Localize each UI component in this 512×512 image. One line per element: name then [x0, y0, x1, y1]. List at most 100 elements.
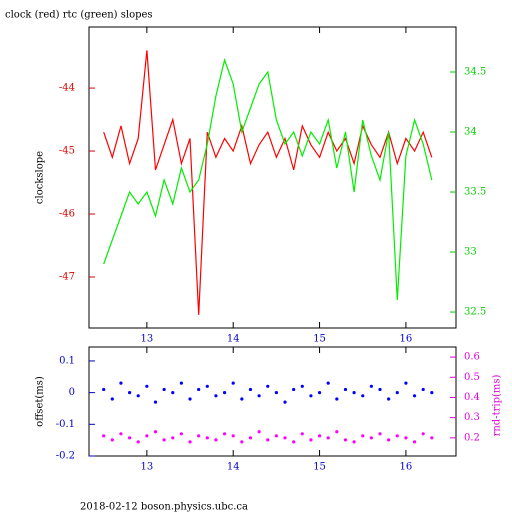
point: [119, 432, 123, 436]
y2-tick-label: 34: [464, 127, 477, 138]
x-tick-label: 15: [313, 334, 326, 345]
x-tick-label: 16: [400, 462, 413, 473]
y2-tick-label: 0.5: [464, 372, 480, 383]
series-line: [103, 57, 433, 301]
point: [352, 440, 356, 444]
point: [231, 434, 235, 438]
y-tick-label: -44: [59, 83, 75, 94]
point: [387, 397, 391, 401]
point: [352, 391, 356, 395]
y2-tick-label: 0.6: [464, 352, 480, 363]
point: [404, 436, 408, 440]
point: [361, 394, 365, 398]
point: [412, 440, 417, 444]
point: [317, 391, 322, 395]
y2-tick-label: 33.5: [464, 187, 486, 198]
y2-tick-label: 0.2: [464, 432, 480, 443]
point: [421, 432, 425, 436]
point: [404, 381, 408, 385]
y-axis-label: clockslope: [35, 151, 46, 204]
y-axis-label: offset(ms): [35, 376, 46, 427]
point: [326, 436, 330, 440]
y2-tick-label: 0.4: [464, 392, 480, 403]
point: [102, 434, 106, 438]
chart-title: clock (red) rtc (green) slopes: [5, 10, 153, 21]
point: [266, 438, 270, 442]
point: [430, 391, 434, 395]
x-tick-label: 14: [227, 462, 240, 473]
y2-tick-label: 34.5: [464, 67, 486, 78]
x-tick-label: 15: [313, 462, 326, 473]
y-tick-label: 0.1: [59, 355, 75, 366]
point: [231, 381, 235, 385]
point: [343, 438, 348, 442]
point: [145, 434, 149, 438]
point: [343, 387, 348, 392]
x-tick-label: 13: [140, 334, 153, 345]
point: [145, 384, 149, 388]
point: [369, 436, 373, 440]
y-tick-label: -0.2: [56, 451, 75, 462]
y2-tick-label: 32.5: [464, 307, 486, 318]
point: [412, 394, 417, 398]
point: [335, 430, 339, 434]
point: [179, 381, 183, 385]
y-tick-label: -47: [59, 271, 75, 282]
plot-frame: [88, 26, 457, 329]
y-tick-label: -0.1: [56, 419, 75, 430]
point: [171, 391, 175, 395]
point: [300, 384, 304, 388]
point: [222, 432, 227, 436]
point: [395, 391, 399, 395]
point: [292, 440, 296, 444]
point: [378, 387, 382, 392]
point: [335, 397, 339, 401]
point: [205, 384, 209, 388]
point: [248, 387, 253, 392]
point: [387, 438, 391, 442]
point: [421, 387, 425, 392]
point: [430, 436, 434, 440]
point: [361, 434, 365, 438]
point: [266, 384, 270, 388]
point: [274, 391, 278, 395]
x-tick-label: 13: [140, 462, 153, 473]
point: [102, 387, 106, 392]
point: [257, 430, 261, 434]
point: [127, 391, 132, 395]
point: [136, 394, 140, 398]
point: [240, 440, 244, 444]
point: [136, 440, 140, 444]
point: [162, 438, 166, 442]
point: [205, 436, 209, 440]
point: [369, 384, 373, 388]
point: [257, 394, 261, 398]
point: [378, 432, 382, 436]
x-tick-label: 14: [227, 334, 240, 345]
point: [110, 397, 114, 401]
point: [292, 387, 296, 392]
y-tick-label: -45: [59, 146, 75, 157]
point: [162, 387, 166, 392]
point: [188, 440, 192, 444]
point: [197, 387, 201, 392]
point: [188, 397, 192, 401]
point: [214, 394, 218, 398]
point: [240, 397, 244, 401]
point: [326, 381, 330, 385]
point: [153, 400, 158, 404]
point: [300, 432, 304, 436]
point: [248, 436, 253, 440]
x-tick-label: 16: [400, 334, 413, 345]
y2-tick-label: 0.3: [464, 412, 480, 423]
plot-frame: [88, 346, 457, 457]
point: [274, 434, 278, 438]
footer: 2018-02-12 boson.physics.ubc.ca: [80, 502, 248, 512]
series-line: [103, 50, 433, 315]
y-tick-label: -46: [59, 209, 75, 220]
y-tick-label: 0: [69, 387, 75, 398]
point: [153, 430, 158, 434]
point: [395, 434, 399, 438]
point: [309, 394, 313, 398]
